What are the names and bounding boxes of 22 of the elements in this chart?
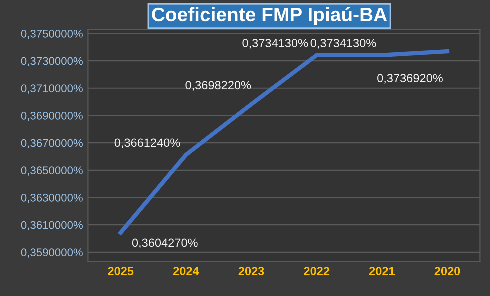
y-tick-label: 0,3710000% [21, 84, 83, 94]
x-tick-label: 2025 [108, 267, 134, 276]
data-label: 0,3734130% [242, 39, 308, 49]
data-label: 0,3734130% [310, 39, 376, 49]
x-tick-label: 2020 [434, 267, 460, 276]
data-label: 0,3661240% [114, 138, 180, 148]
x-tick-label: 2021 [369, 267, 396, 276]
y-tick-label: 0,3750000% [21, 30, 83, 40]
y-tick-label: 0,3690000% [21, 112, 83, 122]
y-tick-label: 0,3730000% [21, 57, 83, 66]
x-tick-label: 2024 [173, 267, 200, 276]
y-tick-label: 0,3590000% [21, 248, 83, 258]
y-tick-label: 0,3650000% [21, 166, 83, 176]
data-label: 0,3698220% [186, 81, 252, 91]
data-label: 0,3736920% [378, 74, 443, 84]
data-label: 0,3604270% [132, 238, 198, 249]
chart-title: Coeficiente FMP Ipiaú-BA [152, 7, 388, 26]
x-tick-label: 2022 [304, 267, 330, 276]
y-tick-label: 0,3670000% [21, 139, 83, 148]
y-tick-label: 0,3630000% [21, 194, 83, 204]
x-tick-label: 2023 [238, 267, 264, 276]
y-tick-label: 0,3610000% [21, 221, 83, 231]
